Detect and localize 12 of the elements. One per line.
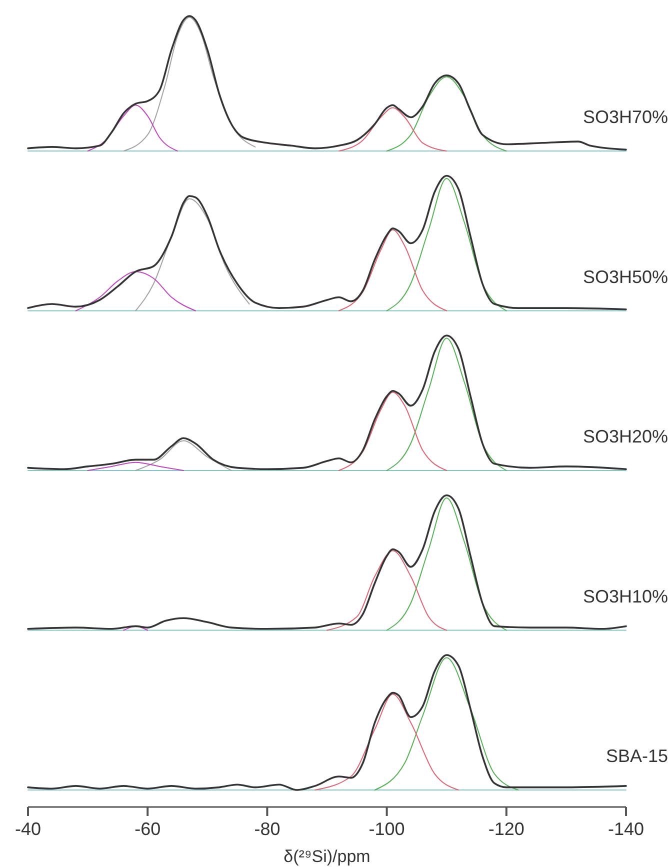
series-label: SO3H10%: [582, 586, 668, 606]
x-tick-label: -120: [488, 818, 524, 839]
series-label: SO3H70%: [582, 107, 668, 127]
x-tick-label: -100: [368, 818, 405, 839]
x-tick-label: -60: [134, 818, 161, 839]
x-axis-title: δ(²⁹Si)/ppm: [284, 847, 370, 866]
series-label: SO3H20%: [582, 426, 668, 446]
x-tick-label: -80: [254, 818, 280, 839]
x-tick-label: -140: [608, 818, 644, 839]
series-label: SBA-15: [606, 746, 668, 766]
series-label: SO3H50%: [582, 266, 668, 287]
x-tick-label: -40: [14, 818, 42, 839]
